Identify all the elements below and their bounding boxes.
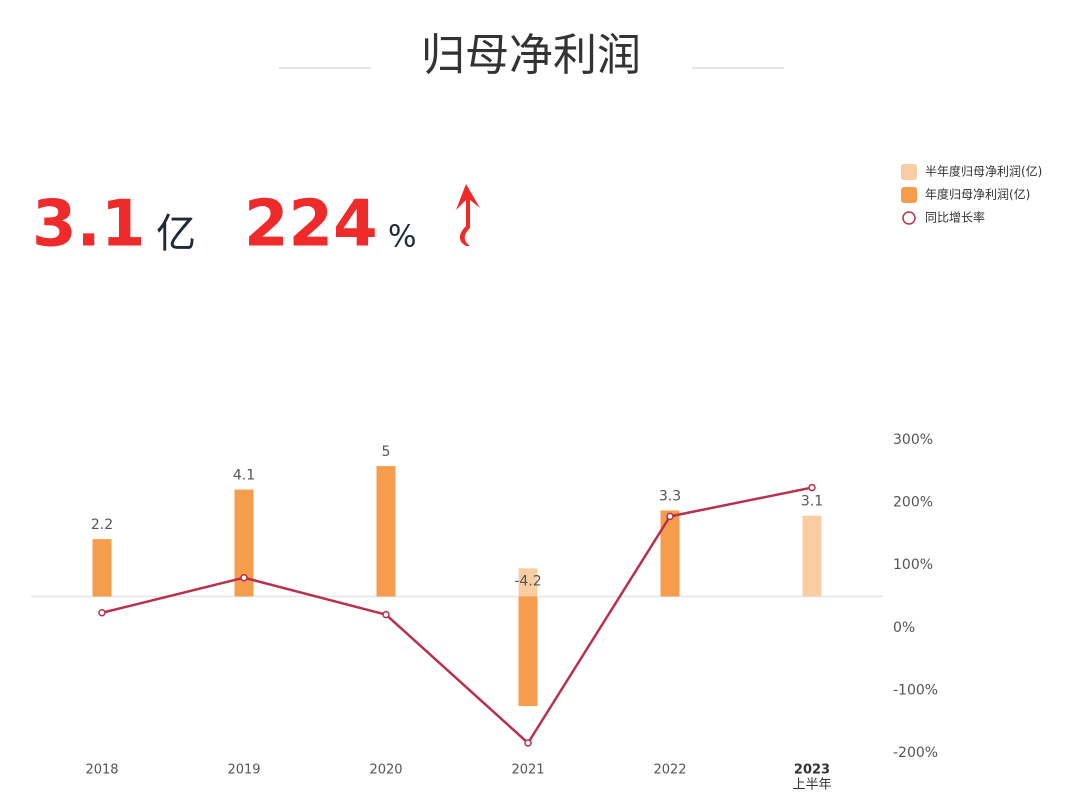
x-tick-label: 2021 xyxy=(511,763,544,778)
bar xyxy=(802,515,822,597)
bar xyxy=(518,568,538,597)
data-label: -4.2 xyxy=(514,574,541,590)
y2-tick-label: 100% xyxy=(893,557,933,573)
growth-point xyxy=(98,609,106,617)
growth-point xyxy=(808,483,816,492)
x-tick-label: 2018 xyxy=(85,763,118,778)
legend-swatch xyxy=(901,187,917,203)
data-label: 2.2 xyxy=(91,517,113,533)
growth-point xyxy=(524,739,532,747)
x-tick-sublabel: 上半年 xyxy=(792,778,831,793)
bar xyxy=(92,539,112,597)
legend-label: 半年度归母净利润(亿) xyxy=(925,164,1042,179)
growth-point xyxy=(666,512,674,521)
bar xyxy=(376,466,396,597)
y2-tick-label: 0% xyxy=(893,620,915,636)
data-label: 4.1 xyxy=(233,468,255,484)
x-tick-label: 2019 xyxy=(227,763,260,778)
y2-tick-label: -200% xyxy=(893,745,938,761)
data-label: 5 xyxy=(382,444,391,460)
chart-title: 归母净利润 xyxy=(421,30,641,81)
y2-tick-label: 200% xyxy=(893,495,933,511)
headline-growth-unit: % xyxy=(388,220,417,255)
growth-point xyxy=(240,573,248,582)
growth-point xyxy=(382,610,390,619)
x-tick-label: 2023 xyxy=(794,763,830,778)
data-label: 3.3 xyxy=(659,488,681,504)
bar xyxy=(518,596,538,707)
headline-unit: 亿 xyxy=(156,211,196,257)
legend-label: 年度归母净利润(亿) xyxy=(925,187,1030,202)
legend-marker xyxy=(902,211,916,225)
up-arrow xyxy=(456,184,480,246)
headline-value: 3.1 xyxy=(32,188,145,262)
bar xyxy=(660,510,680,597)
y2-tick-label: -100% xyxy=(893,682,938,698)
data-label: 3.1 xyxy=(801,494,823,510)
headline-growth: 224 xyxy=(244,188,378,262)
x-tick-label: 2020 xyxy=(369,763,402,778)
legend-label: 同比增长率 xyxy=(925,210,985,225)
y2-tick-label: 300% xyxy=(893,432,933,448)
x-tick-label: 2022 xyxy=(653,763,686,778)
bar xyxy=(234,489,254,597)
growth-line xyxy=(101,486,813,745)
legend-swatch xyxy=(901,164,917,180)
